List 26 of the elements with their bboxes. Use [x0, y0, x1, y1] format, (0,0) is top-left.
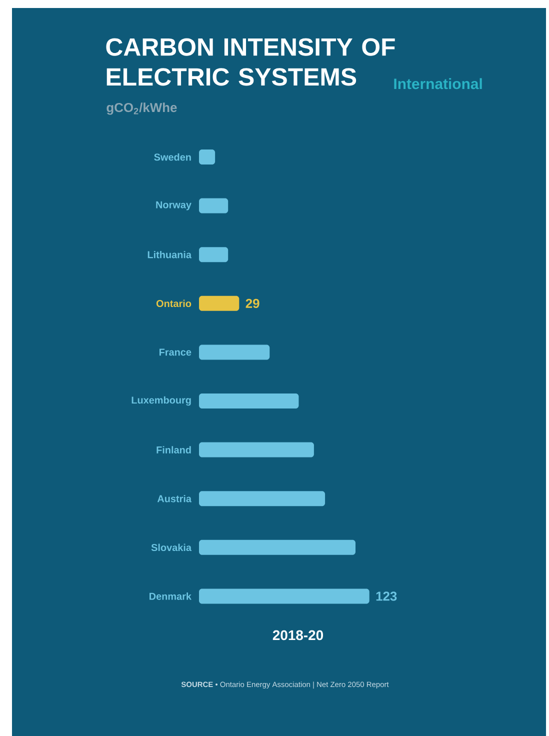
y-tick-label: Finland: [156, 446, 191, 454]
text: 2018-20: [272, 630, 324, 640]
data-label: 123: [376, 592, 397, 601]
bar: [199, 344, 270, 360]
bar: [199, 150, 216, 165]
bar: [199, 540, 356, 555]
y-tick-label: Ontario: [156, 300, 192, 308]
y-tick-label: Slovakia: [151, 544, 192, 552]
y-tick-label: Sweden: [154, 153, 191, 161]
text: International: [394, 78, 482, 90]
y-tick-label: Luxembourg: [132, 396, 191, 406]
bar: [199, 491, 326, 506]
bar: [199, 442, 314, 458]
bar: [199, 198, 228, 214]
bar: [199, 394, 299, 409]
chart-title: CARBON INTENSITY OF ELECTRIC SYSTEMS: [106, 38, 395, 86]
y-tick-label: France: [159, 348, 192, 356]
bar: [199, 247, 228, 262]
y-tick-label: Denmark: [150, 592, 192, 600]
y-tick-label: Norway: [156, 201, 192, 210]
y-tick-label: Austria: [157, 494, 192, 502]
text: gCO$_{2}$/kWhe: [106, 102, 177, 115]
bar: [199, 296, 240, 311]
y-tick-label: Lithuania: [148, 250, 192, 258]
data-label: 29: [246, 298, 260, 308]
bar: [199, 588, 370, 604]
